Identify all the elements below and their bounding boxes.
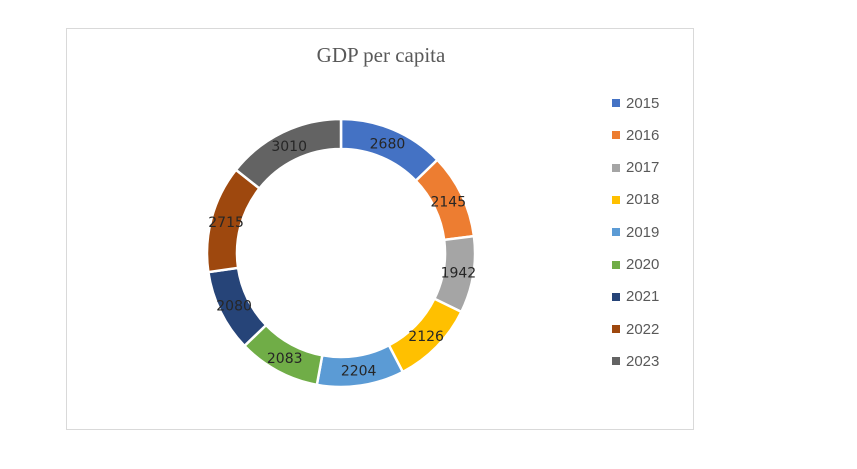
legend-item-2017: 2017 — [612, 158, 659, 178]
donut-slice-2023 — [234, 117, 343, 191]
data-label-2016: 2145 — [430, 195, 466, 211]
legend-item-2022: 2022 — [612, 319, 659, 339]
legend-item-2021: 2021 — [612, 287, 659, 307]
legend-swatch — [612, 325, 620, 334]
legend-item-2023: 2023 — [612, 351, 659, 371]
donut-chart: 2680 2145 1942 2126 2204 2083 2080 2715 3010 — [205, 117, 477, 389]
data-label-2019: 2204 — [341, 364, 377, 380]
data-label-2021: 2080 — [216, 298, 252, 314]
data-label-2020: 2083 — [267, 351, 303, 367]
legend-label: 2019 — [626, 223, 660, 241]
legend-label: 2016 — [626, 126, 660, 144]
legend-swatch — [612, 260, 620, 269]
legend-item-2016: 2016 — [612, 125, 659, 145]
legend-swatch — [612, 131, 620, 140]
data-label-2017: 1942 — [441, 265, 477, 281]
data-label-2015: 2680 — [370, 136, 406, 152]
legend-swatch — [612, 357, 620, 366]
legend-swatch — [612, 228, 620, 237]
legend-swatch — [612, 163, 620, 172]
legend-label: 2020 — [626, 256, 660, 273]
data-label-2018: 2126 — [408, 329, 444, 345]
data-label-2022: 2715 — [208, 215, 244, 231]
chart-title: GDP per capita — [316, 43, 446, 67]
legend-swatch — [612, 99, 620, 107]
legend-label: 2023 — [626, 352, 660, 370]
legend-label: 2021 — [626, 288, 660, 306]
legend-label: 2015 — [626, 94, 660, 112]
legend-item-2019: 2019 — [612, 222, 659, 242]
legend-item-2020: 2020 — [612, 255, 659, 275]
legend-label: 2018 — [626, 191, 660, 209]
legend-label: 2022 — [626, 320, 660, 338]
legend-item-2015: 2015 — [612, 93, 659, 113]
legend-item-2018: 2018 — [612, 190, 659, 210]
legend-swatch — [612, 195, 620, 204]
data-label-2023: 3010 — [271, 139, 307, 155]
legend-label: 2017 — [626, 159, 660, 177]
chart-area: GDP per capita 2680 2145 1942 2126 2204 2083 2… — [66, 28, 694, 430]
legend-swatch — [612, 292, 620, 301]
